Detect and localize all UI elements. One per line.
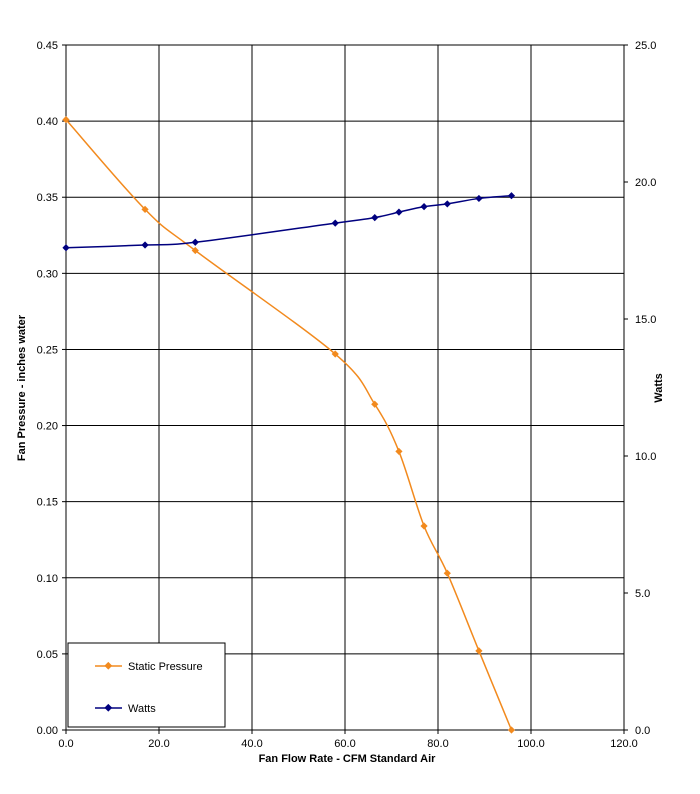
y-tick-label: 0.35 [37,192,58,204]
static-pressure-line [65,119,513,731]
static-pressure-point [443,569,451,577]
y-tick-label: 0.05 [37,649,58,661]
legend-static-pressure-label: Static Pressure [128,661,203,673]
watts-point [141,241,149,249]
static-pressure-point [395,447,403,456]
static-pressure-point [475,647,483,655]
x-axis-title: Fan Flow Rate - CFM Standard Air [259,753,437,765]
static-pressure-point [62,115,70,124]
y-axis-title: Fan Pressure - inches water [16,314,28,461]
watts-point [62,244,70,252]
x-tick-label: 40.0 [241,738,262,750]
y-tick-label: 0.25 [37,344,58,356]
y2-tick-label: 25.0 [635,40,656,52]
watts-point [475,194,483,203]
x-tick-label: 60.0 [334,738,355,750]
y-tick-label: 0.30 [37,268,58,280]
watts-point [331,219,339,227]
y2-tick-label: 10.0 [635,451,656,463]
legend-box [67,642,226,728]
y-tick-label: 0.40 [37,116,58,128]
watts-point [371,214,379,222]
watts-point [420,203,428,211]
y2-tick-label: 0.0 [635,725,650,737]
x-tick-label: 20.0 [148,738,169,750]
watts-point [191,238,199,246]
y2-tick-label: 15.0 [635,314,656,326]
watts-point [443,200,451,208]
x-tick-label: 0.0 [58,738,73,750]
y2-tick-label: 20.0 [635,177,656,189]
y2-axis-ticks: 0.0 5.0 10.0 15.0 20.0 25.0 [624,40,656,737]
static-pressure-point [191,246,199,255]
y-axis-ticks: 0.00 0.05 0.10 0.15 0.20 0.25 0.30 0.35 0.40 0.45 [37,40,66,737]
y-tick-label: 0.20 [37,421,58,433]
x-tick-label: 80.0 [427,738,448,750]
y-tick-label: 0.10 [37,573,58,585]
series-layer [62,115,516,734]
y2-tick-label: 5.0 [635,588,650,600]
watts-line [65,194,512,249]
static-pressure-point [331,350,339,358]
y2-axis-title: Watts [653,373,665,403]
static-pressure-point [371,400,379,408]
x-axis-ticks: 0.0 20.0 40.0 60.0 80.0 100.0 120.0 [58,730,638,750]
grid [65,44,625,731]
watts-point [507,192,516,200]
y-tick-label: 0.45 [37,40,58,52]
x-tick-label: 120.0 [610,738,638,750]
legend-watts-label: Watts [128,703,156,715]
static-pressure-point [420,522,428,530]
watts-point [395,208,403,216]
x-tick-label: 100.0 [517,738,545,750]
static-pressure-point [141,205,149,213]
y-tick-label: 0.15 [37,497,58,509]
static-pressure-point [507,726,516,734]
y-tick-label: 0.00 [37,725,58,737]
legend: Static Pressure Watts [67,642,226,728]
